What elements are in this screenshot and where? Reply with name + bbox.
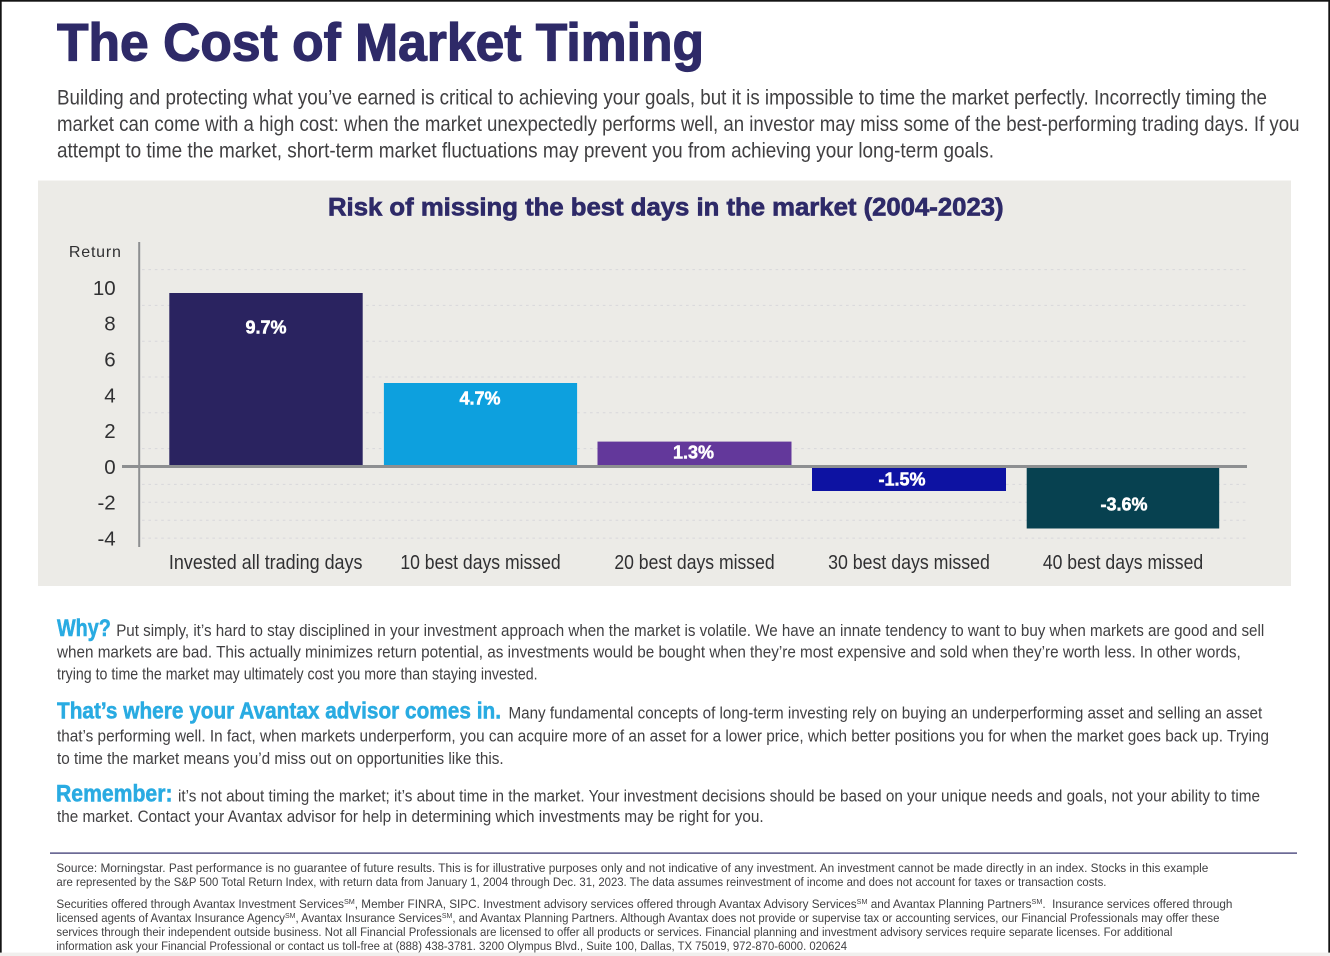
svg-text:-4: -4: [97, 528, 115, 551]
svg-text:40 best days missed: 40 best days missed: [1043, 551, 1203, 574]
svg-text:are represented by the S&P 500: are represented by the S&P 500 Total Ret…: [56, 875, 1106, 889]
svg-text:services through their indepen: services through their independent outsi…: [56, 925, 1172, 939]
svg-text:it’s not about timing the mark: it’s not about timing the market; it’s a…: [178, 788, 1260, 806]
svg-text:2: 2: [104, 420, 115, 443]
svg-text:Invested all trading days: Invested all trading days: [169, 551, 363, 574]
svg-text:Why?: Why?: [57, 615, 111, 642]
svg-text:8: 8: [104, 313, 115, 336]
svg-text:Securities offered through Ava: Securities offered through Avantax Inves…: [56, 897, 1232, 911]
svg-text:Remember:: Remember:: [56, 781, 173, 808]
svg-text:Risk of missing the best days: Risk of missing the best days in the mar…: [328, 193, 1004, 221]
svg-text:9.7%: 9.7%: [245, 317, 286, 337]
svg-text:4: 4: [104, 384, 115, 407]
svg-text:4.7%: 4.7%: [459, 389, 500, 409]
svg-text:Return: Return: [69, 244, 121, 261]
svg-text:1.3%: 1.3%: [673, 442, 714, 462]
svg-text:Many fundamental concepts of l: Many fundamental concepts of long-term i…: [509, 704, 1263, 722]
svg-text:That’s where your Avantax advi: That’s where your Avantax advisor comes …: [57, 697, 501, 723]
svg-text:licensed agents of Avantax Ins: licensed agents of Avantax Insurance Age…: [56, 911, 1219, 925]
svg-text:attempt to time the market, sh: attempt to time the market, short-term m…: [57, 139, 994, 163]
svg-text:10 best days missed: 10 best days missed: [400, 551, 560, 574]
svg-text:0: 0: [104, 456, 115, 479]
svg-text:-3.6%: -3.6%: [1100, 494, 1147, 514]
svg-text:Source: Morningstar. Past perf: Source: Morningstar. Past performance is…: [56, 861, 1208, 875]
svg-text:6: 6: [104, 349, 115, 372]
svg-text:The Cost of Market Timing: The Cost of Market Timing: [57, 13, 704, 72]
svg-text:information ask your Financial: information ask your Financial Professio…: [56, 939, 847, 953]
svg-text:Building and protecting what y: Building and protecting what you’ve earn…: [57, 86, 1267, 110]
svg-text:trying to time the market may: trying to time the market may ultimately…: [57, 665, 538, 683]
svg-text:30 best days missed: 30 best days missed: [828, 551, 990, 574]
svg-text:when markets are bad. This act: when markets are bad. This actually mini…: [56, 644, 1241, 662]
svg-text:that’s performing well. In fac: that’s performing well. In fact, when ma…: [57, 727, 1269, 745]
svg-text:-1.5%: -1.5%: [878, 470, 925, 490]
svg-text:10: 10: [93, 277, 116, 300]
svg-text:20 best days missed: 20 best days missed: [614, 551, 774, 574]
svg-text:Put simply, it’s hard to stay: Put simply, it’s hard to stay discipline…: [116, 622, 1264, 640]
svg-text:-2: -2: [97, 492, 115, 515]
svg-text:market can come with a high co: market can come with a high cost: when t…: [57, 112, 1300, 136]
svg-text:the market. Contact your Avant: the market. Contact your Avantax advisor…: [57, 808, 764, 826]
svg-text:to time the market means you’d: to time the market means you’d miss out …: [57, 750, 504, 768]
